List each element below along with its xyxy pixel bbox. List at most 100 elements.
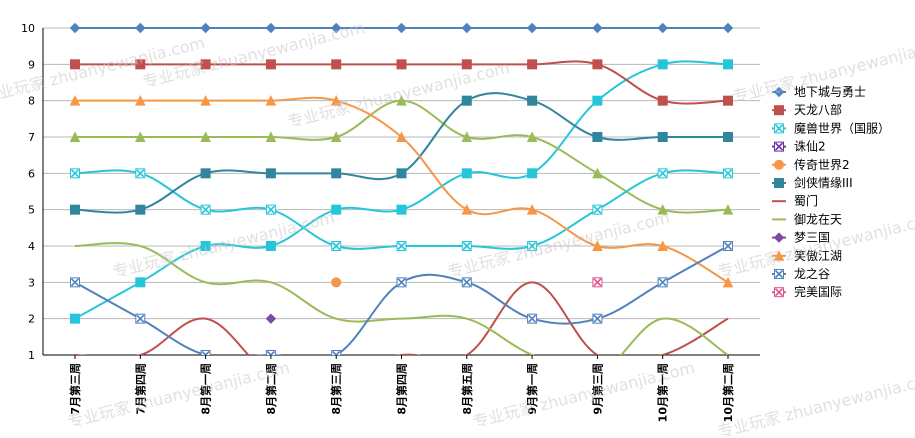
- series-line: [75, 281, 729, 355]
- data-point: [592, 240, 603, 251]
- series-main-7: [74, 242, 729, 355]
- data-point: [200, 95, 211, 106]
- y-tick-label: 3: [28, 276, 35, 289]
- y-tick-label: 2: [28, 313, 35, 326]
- data-point: [396, 168, 407, 179]
- x-axis: 7月第三周 7月第四周 8月第一周 8月第二周 8月第三周 8月第四周 8月第五周 9月第一周…: [43, 354, 760, 422]
- data-point: [461, 277, 472, 288]
- legend-item: 笑傲江湖: [772, 248, 842, 263]
- data-point: [135, 59, 146, 70]
- data-point: [135, 22, 146, 34]
- data-point: [723, 168, 733, 179]
- y-tick-label: 8: [28, 95, 35, 108]
- data-point: [69, 95, 81, 106]
- data-point: [527, 59, 538, 70]
- data-point: [396, 95, 407, 106]
- legend-item: 传奇世界2: [772, 157, 850, 172]
- series-group: [69, 22, 734, 355]
- data-point: [723, 95, 733, 106]
- data-point: [265, 313, 277, 324]
- data-point: [331, 277, 342, 288]
- data-point: [657, 168, 668, 179]
- series-line: [74, 242, 729, 355]
- data-point: [527, 241, 538, 251]
- data-point: [657, 22, 668, 34]
- data-point: [461, 95, 472, 106]
- data-point: [396, 59, 407, 70]
- legend-label: 龙之谷: [794, 267, 830, 281]
- data-point: [135, 277, 146, 288]
- data-point: [657, 277, 668, 288]
- data-point: [69, 131, 81, 142]
- data-point: [396, 22, 407, 34]
- y-tick-label: 7: [28, 131, 35, 144]
- x-tick-label: 8月第三周: [329, 363, 343, 415]
- data-point: [592, 22, 603, 34]
- data-point: [265, 350, 276, 355]
- data-point: [592, 59, 603, 70]
- legend-marker: [774, 269, 784, 279]
- series-main-11: [592, 277, 603, 288]
- legend-label: 天龙八部: [794, 102, 842, 117]
- data-point: [135, 204, 146, 215]
- data-point: [657, 95, 668, 106]
- data-point: [526, 131, 538, 142]
- data-point: [70, 313, 80, 324]
- data-point: [527, 313, 538, 324]
- x-tick-label: 10月第二周: [721, 363, 735, 422]
- data-point: [134, 131, 146, 142]
- data-point: [657, 59, 668, 70]
- data-point: [461, 168, 472, 179]
- legend-marker: [774, 141, 784, 152]
- data-point: [330, 95, 342, 106]
- legend-item: 剑侠情缘III: [772, 175, 853, 190]
- series-main-1: [70, 59, 733, 106]
- legend-item: 诛仙2: [772, 140, 826, 154]
- x-tick-label: 8月第四周: [395, 363, 409, 415]
- legend-label: 梦三国: [794, 231, 830, 245]
- data-point: [526, 204, 538, 215]
- data-point: [527, 95, 538, 106]
- series-extra-0: [70, 59, 733, 324]
- legend-marker: [774, 287, 784, 298]
- legend-item: 完美国际: [772, 284, 842, 299]
- data-point: [723, 59, 733, 70]
- data-point: [396, 277, 407, 288]
- data-point: [527, 168, 538, 179]
- legend-label: 传奇世界2: [794, 157, 850, 172]
- x-tick-label: 8月第一周: [199, 363, 213, 415]
- data-point: [461, 241, 472, 251]
- legend-item: 梦三国: [772, 231, 830, 245]
- x-tick-label: 8月第五周: [460, 363, 474, 415]
- x-tick-label: 10月第一周: [656, 363, 670, 422]
- data-point: [265, 131, 277, 142]
- legend-marker: [774, 105, 784, 116]
- data-point: [331, 59, 342, 70]
- y-tick-label: 10: [21, 22, 35, 35]
- legend-item: 天龙八部: [772, 102, 842, 117]
- data-point: [331, 350, 342, 355]
- data-point: [330, 131, 342, 142]
- series-extra-1: [69, 95, 734, 215]
- data-point: [200, 22, 211, 34]
- data-point: [526, 22, 538, 34]
- data-point: [396, 241, 407, 251]
- data-point: [265, 204, 276, 215]
- data-point: [70, 204, 80, 215]
- legend-label: 御龙在天: [794, 211, 842, 226]
- y-tick-label: 6: [28, 167, 35, 180]
- data-point: [722, 276, 734, 288]
- legend-item: 御龙在天: [772, 211, 842, 226]
- legend-marker: [774, 178, 784, 188]
- y-tick-label: 5: [28, 204, 35, 217]
- data-point: [396, 204, 407, 215]
- data-point: [331, 168, 342, 179]
- data-point: [722, 22, 734, 34]
- data-point: [331, 204, 342, 215]
- y-tick-label: 1: [28, 349, 35, 362]
- legend-item: 地下城与勇士: [772, 85, 866, 99]
- data-point: [134, 95, 146, 106]
- data-point: [70, 277, 80, 288]
